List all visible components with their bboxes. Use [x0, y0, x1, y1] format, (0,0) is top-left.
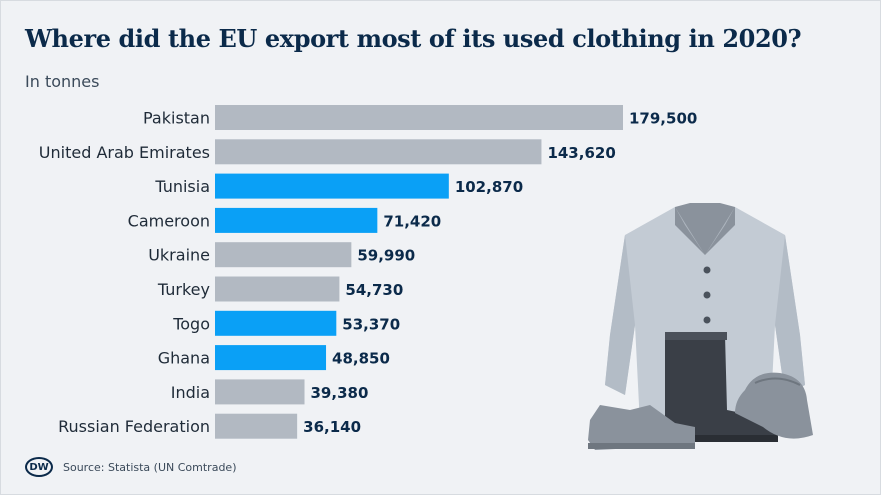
value-label: 53,370	[342, 315, 400, 333]
value-label: 102,870	[455, 178, 523, 196]
bar-pakistan	[215, 105, 623, 130]
bar-cameroon	[215, 207, 378, 233]
chart-title: Where did the EU export most of its used…	[25, 24, 802, 53]
source-note: Source: Statista (UN Comtrade)	[63, 460, 237, 474]
bar-tunisia	[215, 173, 449, 199]
jacket-collar	[675, 203, 735, 255]
bucket-hat	[735, 372, 813, 439]
bar-india	[215, 379, 305, 405]
value-label: 54,730	[345, 281, 403, 299]
chart-subtitle: In tonnes	[25, 72, 100, 91]
category-label: Ukraine	[148, 246, 210, 265]
category-label: Russian Federation	[58, 417, 210, 436]
value-label: 59,990	[357, 247, 415, 265]
bar-ukraine	[215, 242, 352, 268]
clothing-illustration	[588, 203, 813, 450]
category-label: Togo	[172, 314, 210, 333]
jacket-button	[703, 316, 711, 324]
footer: DW Source: Statista (UN Comtrade)	[25, 456, 236, 478]
bar-turkey	[215, 276, 340, 302]
category-label: Pakistan	[143, 109, 210, 128]
category-label: United Arab Emirates	[39, 143, 210, 162]
category-label: Tunisia	[154, 177, 210, 196]
value-label: 71,420	[383, 212, 441, 230]
value-label: 143,620	[547, 144, 615, 162]
bar-united-arab-emirates	[215, 139, 542, 165]
bar-togo	[215, 310, 337, 336]
sneaker	[588, 405, 695, 450]
value-label: 36,140	[303, 418, 361, 436]
boot	[665, 335, 777, 440]
value-label: 179,500	[629, 110, 697, 128]
jacket-button	[703, 266, 711, 274]
category-label: Turkey	[157, 280, 210, 299]
bar-russian-federation	[215, 413, 298, 439]
bar-ghana	[215, 345, 327, 371]
value-label: 39,380	[311, 384, 369, 402]
jacket-button	[703, 291, 711, 299]
category-label: Cameroon	[128, 211, 210, 230]
category-label: India	[171, 383, 210, 402]
category-label: Ghana	[158, 349, 210, 368]
jacket-body	[605, 207, 805, 425]
dw-logo-icon: DW	[25, 457, 53, 477]
value-label: 48,850	[332, 350, 390, 368]
